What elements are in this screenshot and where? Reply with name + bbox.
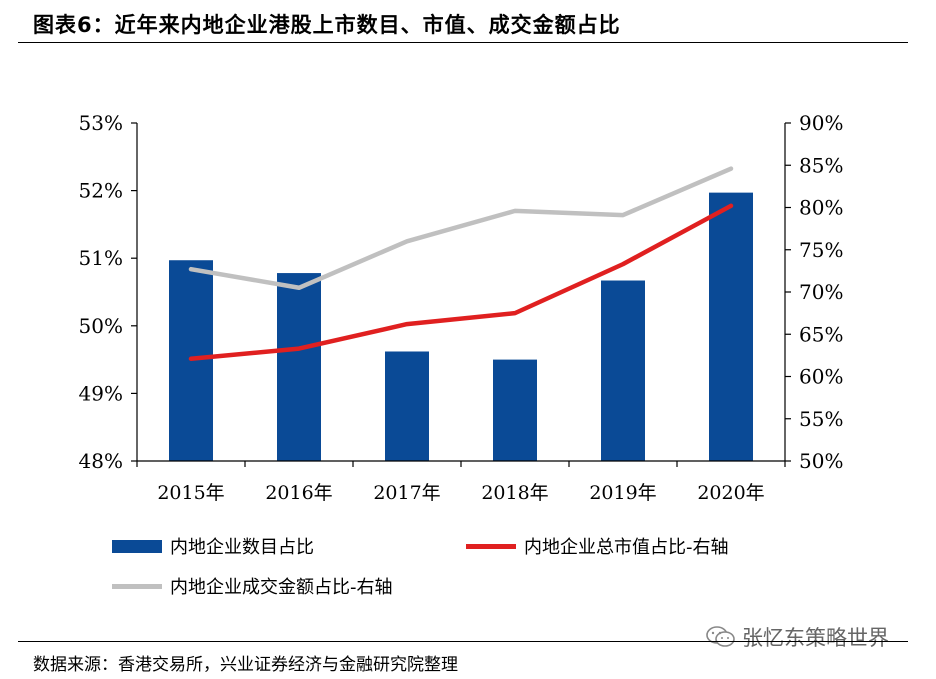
legend-swatch-red-line bbox=[466, 543, 516, 549]
title-divider bbox=[18, 42, 908, 43]
left-tick-label: 48% bbox=[79, 449, 123, 473]
legend-item-count: 内地企业数目占比 bbox=[112, 533, 314, 559]
left-tick-label: 53% bbox=[79, 111, 123, 135]
x-tick-label: 2019年 bbox=[589, 482, 656, 504]
bar-1 bbox=[277, 273, 321, 461]
right-tick-label: 85% bbox=[799, 153, 843, 177]
left-tick-label: 51% bbox=[79, 246, 123, 270]
chart-title: 图表6：近年来内地企业港股上市数目、市值、成交金额占比 bbox=[33, 13, 621, 37]
right-tick-label: 55% bbox=[799, 407, 843, 431]
legend-label-turnover: 内地企业成交金额占比-右轴 bbox=[170, 577, 393, 598]
legend-label-count: 内地企业数目占比 bbox=[170, 537, 314, 558]
legend-label-mktcap: 内地企业总市值占比-右轴 bbox=[524, 537, 729, 558]
x-tick-label: 2015年 bbox=[157, 482, 224, 504]
x-tick-label: 2016年 bbox=[265, 482, 332, 504]
wechat-icon bbox=[706, 626, 735, 647]
bar-2 bbox=[385, 351, 429, 461]
right-tick-label: 50% bbox=[799, 449, 843, 473]
legend-swatch-gray-line bbox=[112, 583, 162, 589]
bar-3 bbox=[493, 359, 537, 461]
right-tick-label: 80% bbox=[799, 196, 843, 220]
footer-divider bbox=[18, 641, 908, 642]
left-tick-label: 50% bbox=[79, 314, 123, 338]
right-tick-label: 90% bbox=[799, 111, 843, 135]
right-tick-label: 70% bbox=[799, 280, 843, 304]
legend-swatch-bar bbox=[112, 539, 162, 553]
left-tick-label: 49% bbox=[79, 381, 123, 405]
legend-item-mktcap: 内地企业总市值占比-右轴 bbox=[466, 533, 729, 559]
watermark-text: 张忆东策略世界 bbox=[742, 626, 889, 650]
x-tick-label: 2017年 bbox=[373, 482, 440, 504]
right-tick-label: 75% bbox=[799, 238, 843, 262]
bar-4 bbox=[601, 280, 645, 461]
x-tick-label: 2020年 bbox=[697, 482, 764, 504]
market-cap-share-line bbox=[188, 203, 734, 362]
watermark: 张忆东策略世界 bbox=[706, 622, 889, 652]
right-tick-label: 60% bbox=[799, 365, 843, 389]
right-tick-label: 65% bbox=[799, 322, 843, 346]
legend-item-turnover: 内地企业成交金额占比-右轴 bbox=[112, 573, 393, 599]
source-note: 数据来源：香港交易所，兴业证券经济与金融研究院整理 bbox=[33, 655, 458, 675]
left-tick-label: 52% bbox=[79, 179, 123, 203]
chart: 48% 49% 50% 51% 52% 53% 50% 55% 60% 65% 70% 75% 80% 8… bbox=[79, 111, 844, 504]
turnover-share-line bbox=[188, 166, 734, 291]
x-tick-label: 2018年 bbox=[481, 482, 548, 504]
bar-5 bbox=[709, 192, 753, 461]
